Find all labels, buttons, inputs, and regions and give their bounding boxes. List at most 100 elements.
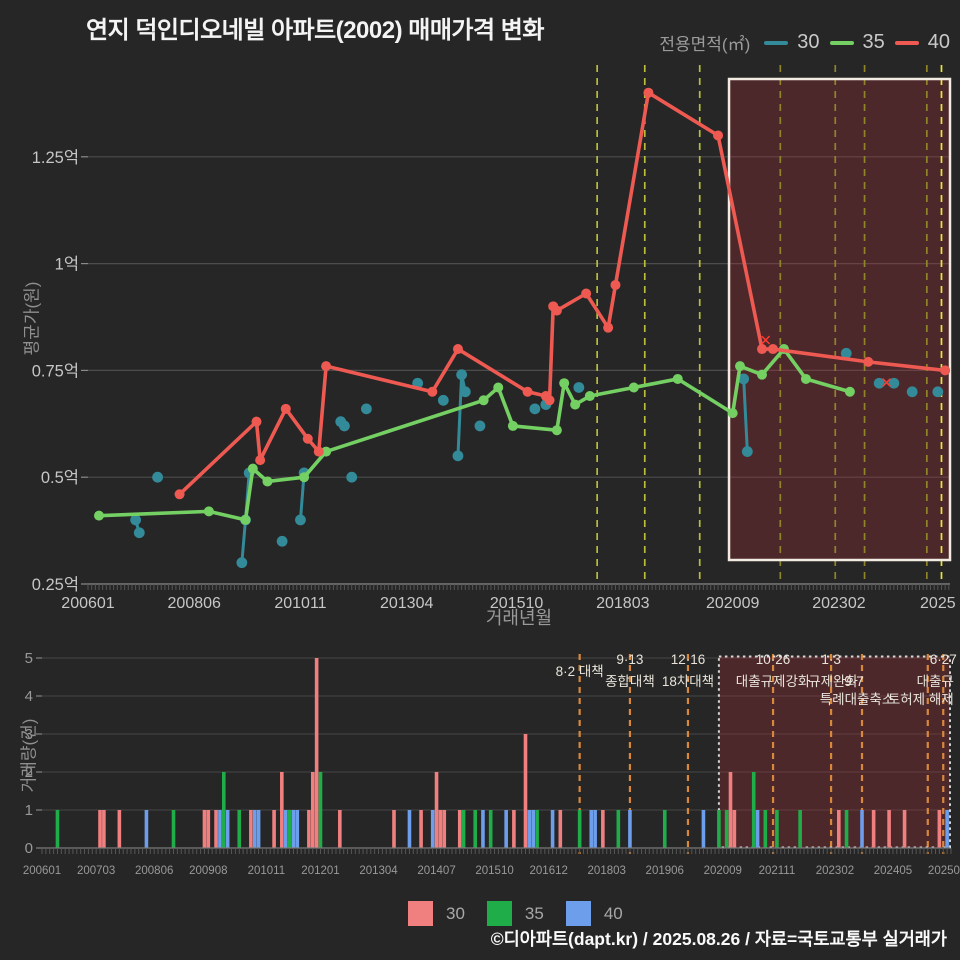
policy-labels: 8·2 대책 9·13 종합대책 12·16 18차대책 10·26 대출규제강화 1·3 규제… (556, 652, 957, 707)
svg-text:202302: 202302 (816, 865, 854, 877)
svg-text:0.25억: 0.25억 (32, 575, 79, 594)
volume-bar (237, 810, 242, 848)
x-axis-title: 거래년월 (485, 608, 553, 628)
attribution-text: ©디아파트(dapt.kr) / 2025.08.26 / 자료=국토교통부 실… (490, 929, 947, 949)
volume-legend: 30 35 40 (408, 901, 623, 926)
page-title: 연지 덕인디오네빌 아파트(2002) 매매가격 변화 (86, 17, 544, 44)
svg-text:202302: 202302 (812, 595, 865, 612)
volume-bar (488, 810, 493, 848)
volume-bar (225, 810, 230, 848)
svg-text:201304: 201304 (380, 595, 433, 612)
bar-swatch-30-icon (408, 901, 433, 926)
volume-bar (755, 810, 760, 848)
volume-bar (628, 810, 632, 848)
volume-bars (55, 658, 949, 848)
svg-text:종합대책: 종합대책 (605, 674, 655, 689)
vol-legend-item-30[interactable]: 30 (408, 901, 465, 926)
volume-bar (202, 810, 207, 848)
volume-bar (837, 810, 841, 848)
volume-bar (144, 810, 149, 848)
regulation-period-highlight (729, 79, 950, 560)
svg-text:1: 1 (25, 802, 33, 819)
svg-text:200806: 200806 (168, 595, 221, 612)
svg-text:1억: 1억 (55, 255, 79, 274)
volume-bar (295, 810, 300, 848)
volume-bar (221, 772, 226, 848)
volume-bar (256, 810, 261, 848)
volume-bar (860, 810, 864, 848)
volume-bar (902, 810, 907, 848)
svg-text:201011: 201011 (274, 595, 326, 612)
volume-bar (512, 810, 516, 848)
cancelled-deal-markers: ✕✕ (759, 332, 892, 392)
volume-bar (535, 810, 539, 848)
svg-text:8·2 대책: 8·2 대책 (556, 664, 604, 679)
volume-bar (98, 810, 102, 848)
svg-text:10·26: 10·26 (756, 652, 791, 667)
volume-bar (937, 810, 942, 848)
svg-text:201803: 201803 (588, 865, 626, 877)
volume-chart: 0 1 2 3 4 5 8·2 대책 9·13 종합대책 12·16 18차대책 10·26 대출규제강… (23, 650, 960, 877)
svg-text:202507: 202507 (928, 865, 960, 877)
volume-bar (461, 810, 466, 848)
volume-bar (206, 810, 211, 848)
volume-bar (728, 772, 733, 848)
svg-text:200601: 200601 (23, 865, 61, 877)
volume-bar (616, 810, 621, 848)
price-axis-title: 평균가(원) (22, 281, 42, 356)
legend-item-40[interactable]: 40 (894, 31, 950, 54)
svg-text:9·13: 9·13 (616, 652, 643, 667)
svg-text:201803: 201803 (596, 595, 649, 612)
svg-text:200806: 200806 (135, 865, 173, 877)
volume-bar (102, 810, 106, 848)
svg-text:1.25억: 1.25억 (32, 148, 79, 167)
price-x-axis: 200601 200806 201011 201304 201510 201803 2020… (61, 583, 956, 612)
legend-item-30[interactable]: 30 (764, 31, 820, 54)
volume-bar (434, 772, 439, 848)
volume-bar (55, 810, 60, 848)
svg-text:201510: 201510 (490, 595, 543, 612)
vol-legend-label-30: 30 (446, 903, 465, 923)
volume-bar (419, 810, 423, 848)
svg-text:규제완화: 규제완화 (808, 674, 858, 689)
svg-text:201612: 201612 (530, 865, 568, 877)
volume-bar (117, 810, 122, 848)
volume-bar (593, 810, 597, 848)
volume-bar (871, 810, 876, 848)
volume-bar (577, 810, 582, 848)
svg-text:토허제 해제: 토허제 해제 (888, 692, 954, 707)
svg-text:202111: 202111 (759, 865, 796, 877)
svg-text:4: 4 (25, 688, 33, 705)
volume-bar (798, 810, 802, 848)
volume-bar (318, 772, 323, 848)
volume-bar (280, 772, 284, 848)
volume-bar (481, 810, 485, 848)
svg-text:201510: 201510 (475, 865, 513, 877)
volume-bar (283, 810, 288, 848)
area-legend: 전용면적(㎡) 30 35 40 (659, 30, 950, 55)
svg-text:12·16: 12·16 (671, 652, 706, 667)
volume-bar (550, 810, 555, 848)
svg-text:특례대출축소: 특례대출축소 (820, 692, 895, 707)
vol-legend-item-35[interactable]: 35 (486, 901, 544, 926)
volume-bar (310, 772, 315, 848)
legend-label-40: 40 (927, 31, 950, 53)
legend-label-35: 35 (862, 31, 885, 53)
volume-bar (724, 810, 729, 848)
vol-legend-item-40[interactable]: 40 (565, 901, 623, 926)
svg-text:200601: 200601 (61, 595, 114, 612)
volume-bar (775, 810, 779, 848)
legend-item-35[interactable]: 35 (829, 31, 885, 54)
volume-bar (751, 772, 756, 848)
line-swatch-30-icon (764, 40, 789, 45)
svg-text:201011: 201011 (248, 865, 286, 877)
policy-lines-volume (578, 654, 945, 854)
svg-text:200703: 200703 (77, 865, 115, 877)
volume-axis-title: 거래량(건) (19, 718, 39, 793)
price-grid: 0.25억 0.5억 0.75억 1억 1.25억 (32, 148, 950, 594)
svg-text:대출규: 대출규 (917, 674, 954, 689)
volume-bar (218, 810, 222, 848)
svg-text:0.5억: 0.5억 (41, 468, 79, 487)
vol-legend-label-35: 35 (524, 903, 544, 923)
